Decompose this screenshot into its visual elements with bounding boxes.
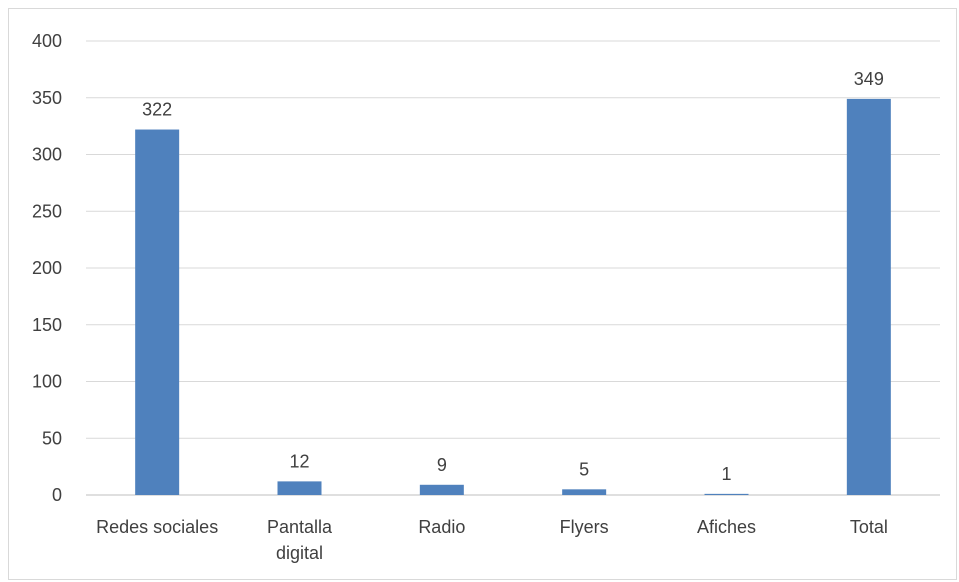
y-tick-label: 300 bbox=[32, 145, 62, 165]
x-axis-tick-labels: Redes sociales Pantalla digital Radio Flyers… bbox=[96, 517, 888, 563]
y-tick-label: 200 bbox=[32, 258, 62, 278]
y-tick-label: 400 bbox=[32, 31, 62, 51]
x-tick-label: Radio bbox=[418, 517, 465, 537]
y-axis-tick-labels: 0 50 100 150 200 250 300 350 400 bbox=[32, 31, 62, 505]
y-tick-label: 350 bbox=[32, 88, 62, 108]
data-label: 349 bbox=[854, 69, 884, 89]
x-tick-label: Afiches bbox=[697, 517, 756, 537]
x-tick-label: Redes sociales bbox=[96, 517, 218, 537]
x-tick-label: Pantalla digital bbox=[267, 517, 333, 563]
bar bbox=[135, 129, 180, 495]
y-tick-label: 50 bbox=[42, 428, 62, 448]
bar bbox=[562, 489, 607, 495]
bar bbox=[419, 484, 464, 495]
data-label: 322 bbox=[142, 100, 172, 120]
data-label: 12 bbox=[289, 451, 309, 471]
gridlines bbox=[86, 40, 940, 496]
x-tick-label: Total bbox=[850, 517, 888, 537]
data-label: 1 bbox=[721, 464, 731, 484]
bar bbox=[846, 98, 891, 495]
data-label: 5 bbox=[579, 459, 589, 479]
y-tick-label: 150 bbox=[32, 315, 62, 335]
x-tick-label: Flyers bbox=[560, 517, 609, 537]
y-tick-label: 250 bbox=[32, 201, 62, 221]
y-tick-label: 0 bbox=[52, 485, 62, 505]
data-label: 9 bbox=[437, 455, 447, 475]
bar bbox=[277, 481, 322, 495]
data-labels: 322 12 9 5 1 349 bbox=[142, 69, 884, 484]
bars bbox=[135, 98, 891, 495]
bar bbox=[704, 493, 749, 495]
y-tick-label: 100 bbox=[32, 372, 62, 392]
